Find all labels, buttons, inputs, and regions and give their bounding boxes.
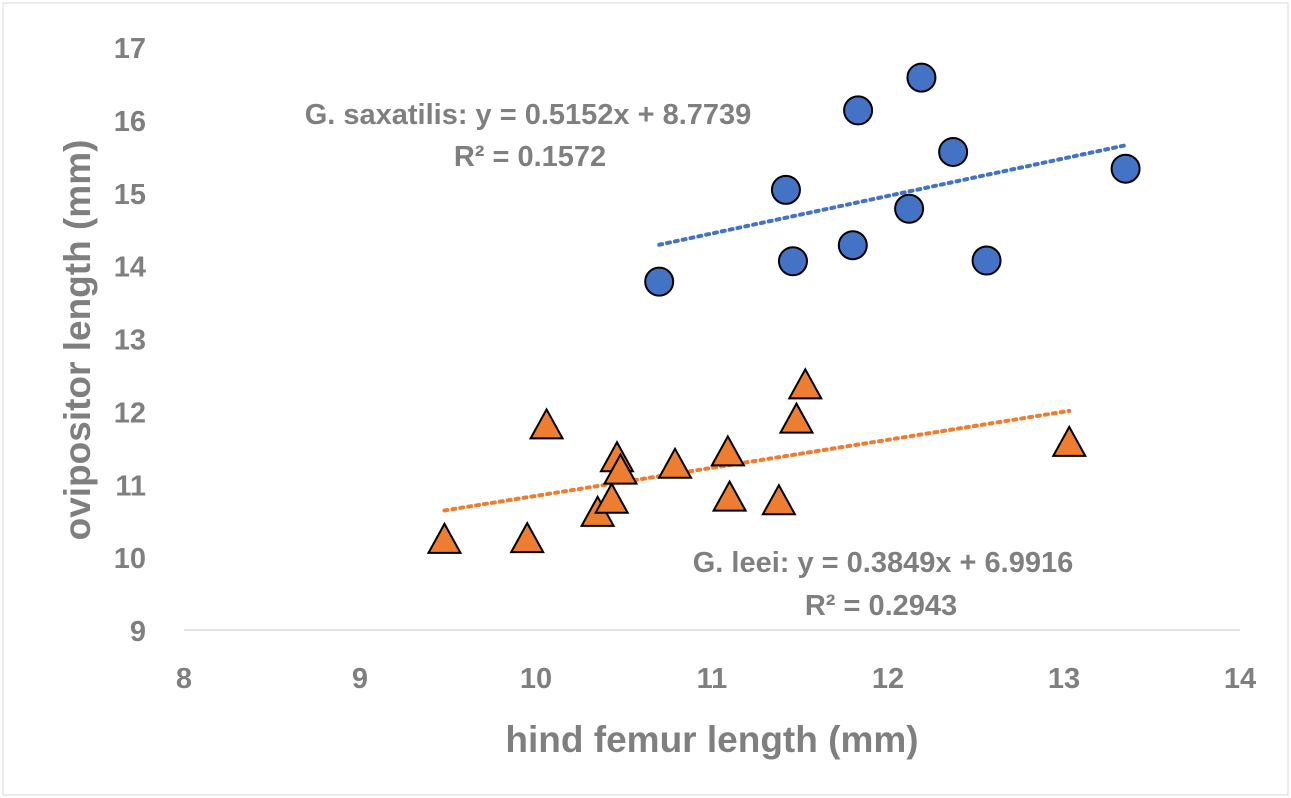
triangle-point [761, 483, 797, 516]
leei-trend-r2: R² = 0.2943 [805, 590, 957, 622]
leei-trend-equation: G. leei: y = 0.3849x + 6.9916 [693, 547, 1074, 579]
x-axis-title: hind femur length (mm) [505, 719, 918, 760]
y-tick-label: 13 [114, 325, 146, 357]
circle-point [770, 174, 801, 205]
triangle-point [778, 401, 815, 434]
circle-point [938, 136, 969, 167]
circle-point [843, 95, 874, 126]
triangle-point [602, 452, 639, 485]
circle-point [906, 62, 937, 93]
y-axis-title: ovipositor length (mm) [57, 140, 98, 541]
triangle-point [711, 479, 748, 512]
x-tick-label: 10 [520, 663, 552, 695]
y-tick-label: 9 [130, 616, 146, 648]
triangle-point [509, 521, 545, 554]
y-tick-label: 17 [114, 33, 146, 65]
triangle-point [593, 481, 630, 514]
circle-point [837, 230, 868, 261]
triangle-point [657, 446, 693, 479]
circle-point [971, 245, 1002, 276]
x-tick-label: 8 [176, 663, 192, 695]
triangle-point [426, 521, 463, 554]
y-tick-label: 14 [114, 252, 146, 284]
triangle-point [787, 367, 823, 400]
circle-point [644, 266, 675, 297]
y-tick-label: 10 [114, 543, 146, 575]
x-tick-label: 14 [1224, 663, 1256, 695]
circle-point [894, 193, 925, 224]
y-tick-label: 12 [114, 397, 146, 429]
trendline-series-1 [442, 408, 1072, 513]
y-tick-label: 16 [114, 106, 146, 138]
circle-point [1110, 153, 1141, 184]
trendline-series-0 [657, 143, 1128, 247]
data-points [426, 62, 1141, 554]
triangle-point [1051, 424, 1087, 457]
trendlines [442, 143, 1128, 513]
saxatilis-trend-r2: R² = 0.1572 [454, 141, 606, 173]
x-tick-label: 9 [352, 663, 368, 695]
triangle-point [528, 407, 565, 440]
triangle-point [710, 434, 746, 467]
y-tick-label: 11 [115, 470, 146, 502]
y-tick-label: 15 [114, 179, 146, 211]
x-tick-label: 13 [1048, 663, 1080, 695]
x-tick-label: 11 [697, 663, 728, 695]
circle-point [777, 246, 808, 277]
saxatilis-trend-equation: G. saxatilis: y = 0.5152x + 8.7739 [305, 99, 752, 131]
x-tick-label: 12 [872, 663, 904, 695]
